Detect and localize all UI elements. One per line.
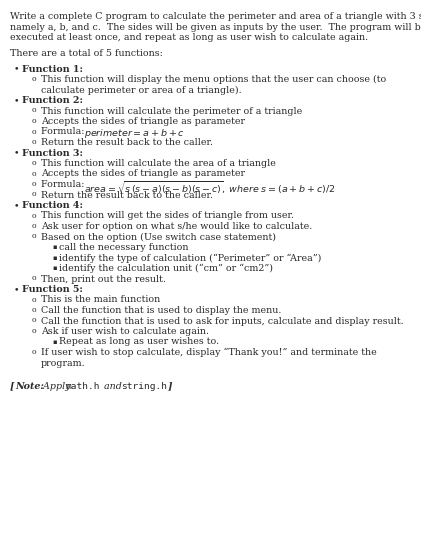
Text: This function will get the sides of triangle from user.: This function will get the sides of tria… <box>41 212 294 221</box>
Text: •: • <box>14 64 19 74</box>
Text: Function 4:: Function 4: <box>22 201 83 210</box>
Text: •: • <box>14 96 19 105</box>
Text: ▪: ▪ <box>52 338 56 346</box>
Text: This is the main function: This is the main function <box>41 295 160 305</box>
Text: Call the function that is used to ask for inputs, calculate and display result.: Call the function that is used to ask fo… <box>41 316 404 326</box>
Text: Accepts the sides of triangle as parameter: Accepts the sides of triangle as paramet… <box>41 117 245 126</box>
Text: This function will calculate the area of a triangle: This function will calculate the area of… <box>41 159 276 168</box>
Text: Function 1:: Function 1: <box>22 64 83 74</box>
Text: ▪: ▪ <box>52 243 56 251</box>
Text: o: o <box>32 348 37 356</box>
Text: o: o <box>32 295 37 304</box>
Text: calculate perimeter or area of a triangle).: calculate perimeter or area of a triangl… <box>41 85 242 95</box>
Text: Apply: Apply <box>40 381 74 391</box>
Text: o: o <box>32 180 37 188</box>
Text: •: • <box>14 148 19 157</box>
Text: •: • <box>14 201 19 210</box>
Text: o: o <box>32 75 37 83</box>
Text: Ask if user wish to calculate again.: Ask if user wish to calculate again. <box>41 327 209 336</box>
Text: string.h: string.h <box>121 381 167 391</box>
Text: o: o <box>32 306 37 314</box>
Text: Ask user for option on what s/he would like to calculate.: Ask user for option on what s/he would l… <box>41 222 312 231</box>
Text: o: o <box>32 233 37 241</box>
Text: and: and <box>101 381 125 391</box>
Text: identify the calculation unit (“cm” or “cm2”): identify the calculation unit (“cm” or “… <box>59 264 273 273</box>
Text: o: o <box>32 138 37 146</box>
Text: math.h: math.h <box>66 381 101 391</box>
Text: •: • <box>14 285 19 294</box>
Text: Return the result back to the caller.: Return the result back to the caller. <box>41 138 213 147</box>
Text: o: o <box>32 159 37 167</box>
Text: Then, print out the result.: Then, print out the result. <box>41 274 166 283</box>
Text: ▪: ▪ <box>52 254 56 261</box>
Text: [: [ <box>10 381 14 391</box>
Text: Repeat as long as user wishes to.: Repeat as long as user wishes to. <box>59 338 219 346</box>
Text: call the necessary function: call the necessary function <box>59 243 189 252</box>
Text: Function 2:: Function 2: <box>22 96 83 105</box>
Text: Function 3:: Function 3: <box>22 148 83 157</box>
Text: ]: ] <box>167 381 171 391</box>
Text: Note:: Note: <box>15 381 44 391</box>
Text: o: o <box>32 190 37 199</box>
Text: o: o <box>32 316 37 325</box>
Text: Call the function that is used to display the menu.: Call the function that is used to displa… <box>41 306 281 315</box>
Text: o: o <box>32 117 37 125</box>
Text: ▪: ▪ <box>52 264 56 272</box>
Text: program.: program. <box>41 359 85 367</box>
Text: Based on the option (Use switch case statement): Based on the option (Use switch case sta… <box>41 233 276 242</box>
Text: If user wish to stop calculate, display “Thank you!” and terminate the: If user wish to stop calculate, display … <box>41 348 377 357</box>
Text: o: o <box>32 107 37 115</box>
Text: o: o <box>32 169 37 177</box>
Text: There are a total of 5 functions:: There are a total of 5 functions: <box>10 49 163 58</box>
Text: This function will calculate the perimeter of a triangle: This function will calculate the perimet… <box>41 107 302 115</box>
Text: Accepts the sides of triangle as parameter: Accepts the sides of triangle as paramet… <box>41 169 245 179</box>
Text: namely a, b, and c.  The sides will be given as inputs by the user.  The program: namely a, b, and c. The sides will be gi… <box>10 23 421 31</box>
Text: $area = \sqrt{s\,(s-a)(s-b)(s-c)},\;where\;s = (a+b+c)/2$: $area = \sqrt{s\,(s-a)(s-b)(s-c)},\;wher… <box>84 179 335 196</box>
Text: o: o <box>32 212 37 220</box>
Text: o: o <box>32 327 37 335</box>
Text: This function will display the menu options that the user can choose (to: This function will display the menu opti… <box>41 75 386 84</box>
Text: Formula:: Formula: <box>41 180 88 189</box>
Text: o: o <box>32 128 37 135</box>
Text: Write a complete C program to calculate the perimeter and area of a triangle wit: Write a complete C program to calculate … <box>10 12 421 21</box>
Text: o: o <box>32 274 37 282</box>
Text: identify the type of calculation (“Perimeter” or “Area”): identify the type of calculation (“Perim… <box>59 254 321 263</box>
Text: Function 5:: Function 5: <box>22 285 83 294</box>
Text: Formula:: Formula: <box>41 128 88 136</box>
Text: $perimeter = a + b + c$: $perimeter = a + b + c$ <box>84 127 185 140</box>
Text: executed at least once, and repeat as long as user wish to calculate again.: executed at least once, and repeat as lo… <box>10 33 368 42</box>
Text: Return the result back to the caller.: Return the result back to the caller. <box>41 190 213 200</box>
Text: o: o <box>32 222 37 230</box>
